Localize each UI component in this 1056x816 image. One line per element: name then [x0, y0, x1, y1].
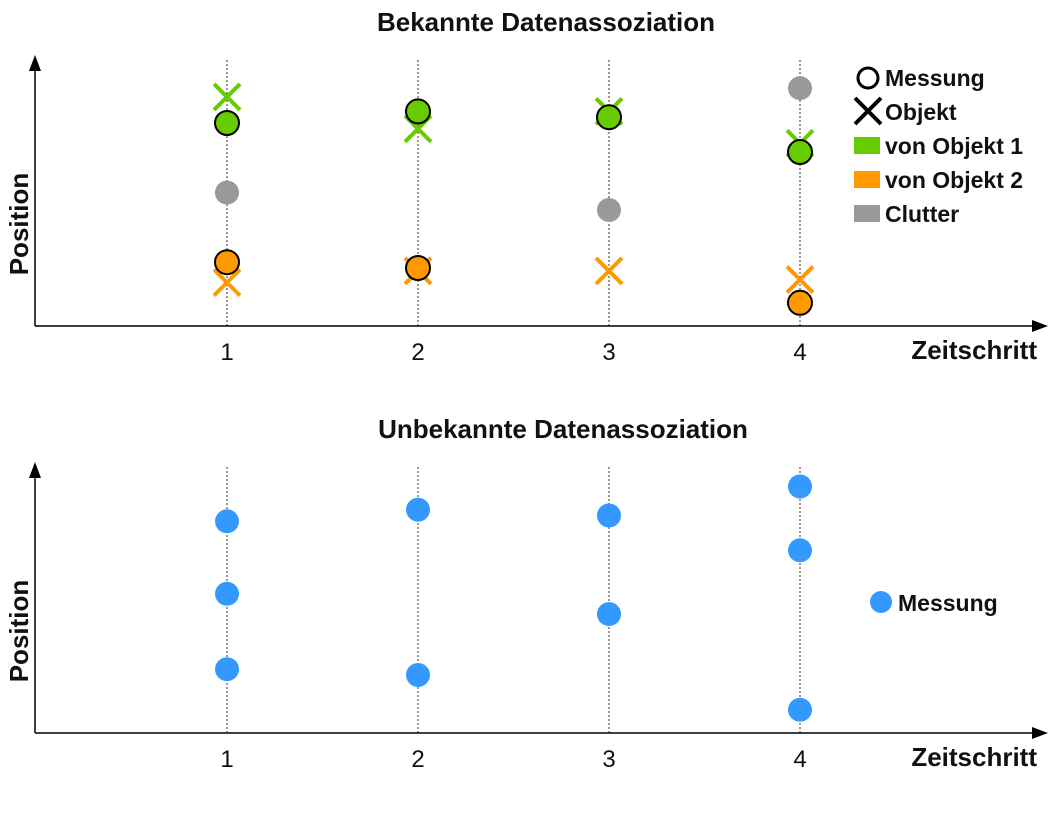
measurement-point-messung: [788, 474, 812, 499]
legend-x-icon-stroke-b: [853, 96, 883, 126]
legend-swatch-clutter: [854, 205, 880, 222]
objekt-marker-objekt1-stroke-b: [212, 82, 242, 112]
measurement-point-messung: [597, 503, 621, 528]
legend-swatch-objekt1: [854, 137, 880, 154]
y-axis-arrow: [29, 55, 41, 71]
measurement-point-messung: [406, 663, 430, 687]
objekt-marker-objekt2-stroke-b: [785, 265, 815, 295]
legend: Messung Objekt von Objekt 1 von Objekt 2…: [853, 65, 1023, 227]
legend-label-objekt1: von Objekt 1: [885, 133, 1023, 159]
legend-label-messung: Messung: [885, 65, 985, 91]
plot-area: 1 2 3 4: [29, 55, 1048, 366]
legend-label-objekt: Objekt: [885, 99, 957, 125]
measurement-point-messung: [788, 697, 812, 722]
measurement-point-objekt1: [405, 98, 431, 125]
legend-swatch-objekt2: [854, 171, 880, 188]
x-tick-label: 2: [411, 339, 424, 366]
x-tick-label: 4: [793, 746, 806, 773]
legend-circle-icon: [856, 66, 880, 90]
measurement-point-messung: [215, 581, 239, 606]
x-axis-arrow: [1032, 727, 1048, 739]
x-tick-label: 3: [602, 746, 615, 773]
measurement-point-messung: [406, 497, 430, 522]
chart-unknown-association: 1 2 3 4 Unbekannte Datenassoziation Zeitsch…: [4, 414, 1048, 773]
measurement-point-clutter: [215, 180, 239, 205]
plot-area: 1 2 3 4: [29, 462, 1048, 773]
x-tick-label: 4: [793, 339, 806, 366]
measurement-point-objekt2: [405, 255, 431, 281]
measurement-point-messung: [597, 602, 621, 627]
measurement-point-messung: [788, 538, 812, 563]
y-axis-arrow: [29, 462, 41, 478]
legend-label-clutter: Clutter: [885, 201, 959, 227]
measurement-point-clutter: [788, 76, 812, 101]
x-tick-label: 3: [602, 339, 615, 366]
objekt-marker-objekt2: [212, 268, 242, 297]
measurement-point-objekt2: [787, 289, 813, 316]
chart-title: Bekannte Datenassoziation: [377, 7, 715, 37]
x-axis-label: Zeitschritt: [911, 742, 1037, 772]
measurement-point-objekt2: [214, 249, 240, 276]
objekt-marker-objekt2-stroke-b: [594, 256, 624, 286]
y-axis-label: Position: [4, 580, 34, 683]
legend: Messung: [870, 590, 998, 616]
legend-label-messung: Messung: [898, 590, 998, 616]
y-axis-label: Position: [4, 173, 34, 276]
legend-label-objekt2: von Objekt 2: [885, 167, 1023, 193]
measurement-point-objekt1: [787, 139, 813, 165]
measurement-point-messung: [215, 657, 239, 682]
x-tick-label: 1: [220, 339, 233, 366]
x-tick-label: 1: [220, 746, 233, 773]
x-tick-label: 2: [411, 746, 424, 773]
x-axis-arrow: [1032, 320, 1048, 332]
legend-x-icon: [853, 96, 883, 126]
measurement-point-messung: [215, 509, 239, 534]
measurement-point-clutter: [597, 198, 621, 222]
x-axis-label: Zeitschritt: [911, 335, 1037, 365]
measurement-point-objekt1: [596, 104, 622, 131]
objekt-marker-objekt2: [785, 265, 815, 295]
objekt-marker-objekt2: [594, 256, 624, 286]
legend-dot-icon: [870, 591, 892, 613]
objekt-marker-objekt2-stroke-b: [212, 268, 242, 297]
measurement-point-objekt1: [214, 110, 240, 136]
objekt-marker-objekt1: [212, 82, 242, 112]
chart-title: Unbekannte Datenassoziation: [378, 414, 748, 444]
chart-known-association: 1 2 3 4 Bekannte Datenassoziation Zeitschri…: [4, 7, 1048, 366]
